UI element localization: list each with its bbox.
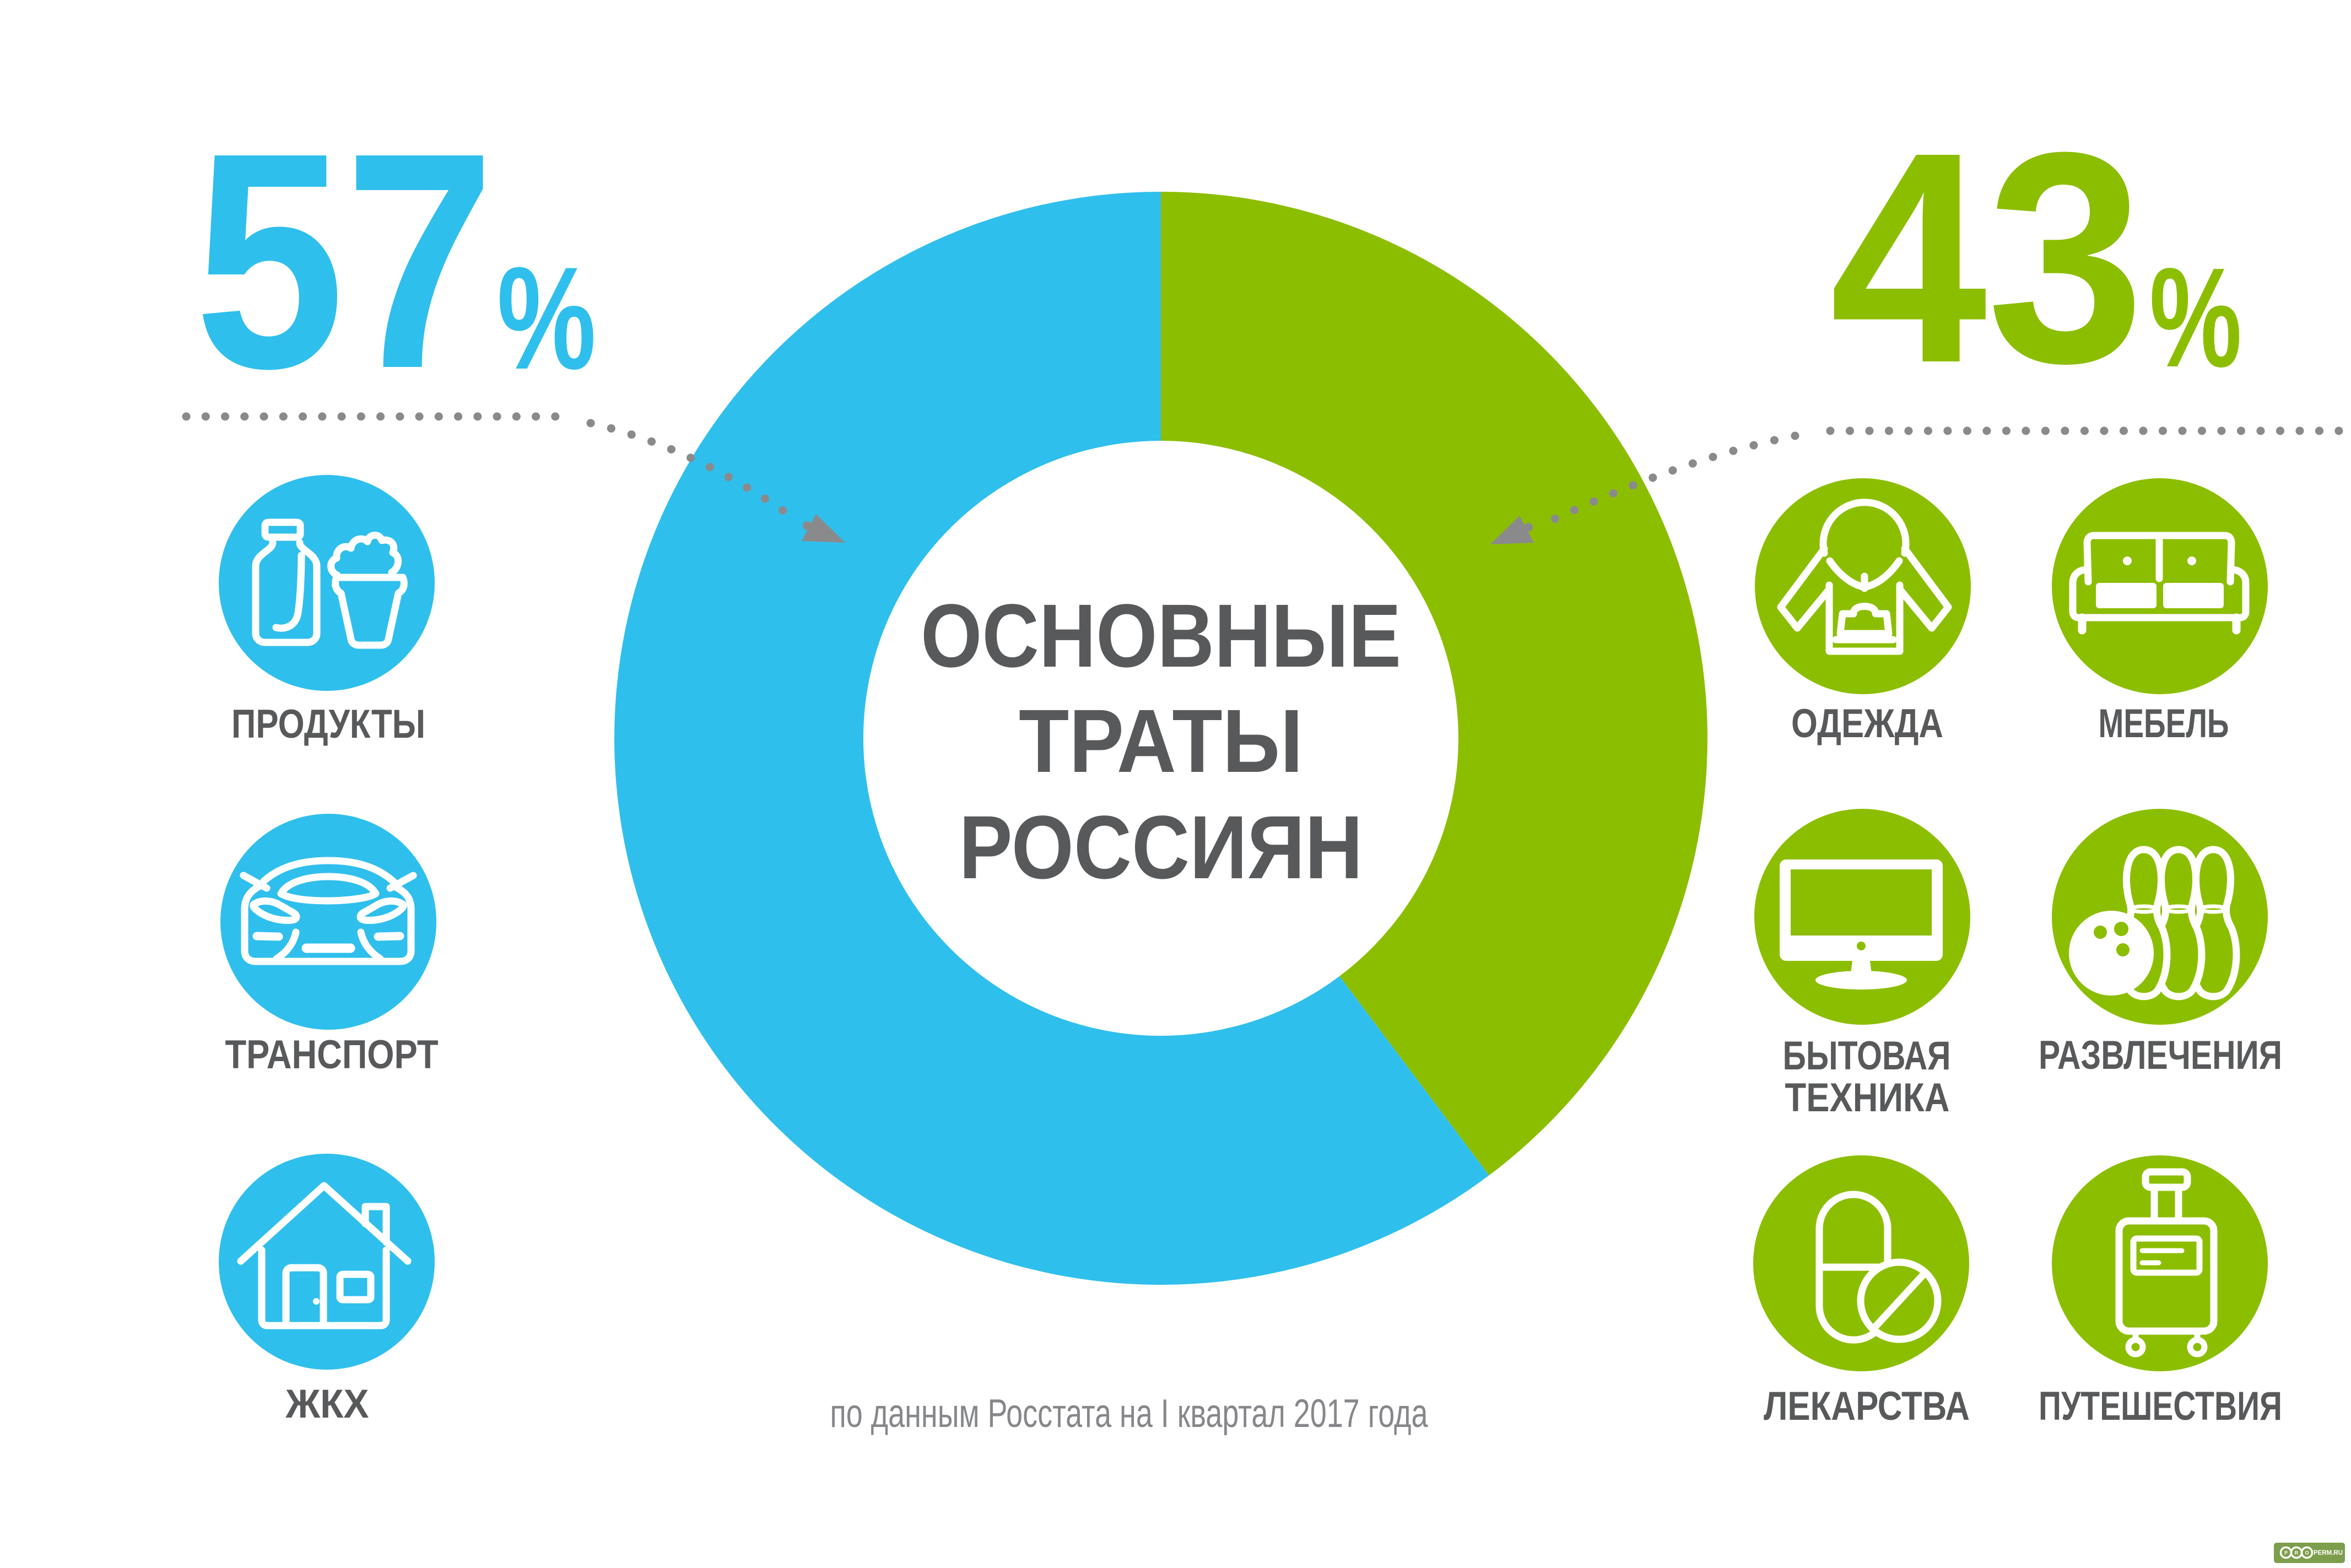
svg-text:ТЕХНИКА: ТЕХНИКА — [1785, 1075, 1950, 1120]
svg-text:%: % — [497, 237, 596, 400]
svg-text:по данным Росстата на I кварта: по данным Росстата на I квартал 2017 год… — [830, 1392, 1429, 1436]
svg-text:P: P — [2284, 1550, 2288, 1556]
svg-text:МЕБЕЛЬ: МЕБЕЛЬ — [2099, 701, 2229, 746]
svg-text:БЫТОВАЯ: БЫТОВАЯ — [1783, 1034, 1951, 1078]
svg-text:ОСНОВНЫЕ: ОСНОВНЫЕ — [921, 585, 1401, 686]
svg-text:O: O — [2305, 1550, 2309, 1556]
svg-text:43: 43 — [1830, 90, 2144, 425]
svg-text:ПРОДУКТЫ: ПРОДУКТЫ — [231, 702, 425, 747]
svg-text:R: R — [2295, 1550, 2299, 1556]
svg-text:PERM.RU: PERM.RU — [2314, 1550, 2343, 1556]
svg-text:ОДЕЖДА: ОДЕЖДА — [1791, 701, 1943, 746]
svg-text:57: 57 — [194, 89, 495, 432]
svg-text:РОССИЯН: РОССИЯН — [959, 797, 1363, 897]
svg-text:ПУТЕШЕСТВИЯ: ПУТЕШЕСТВИЯ — [2039, 1384, 2282, 1429]
svg-text:ЛЕКАРСТВА: ЛЕКАРСТВА — [1764, 1384, 1970, 1429]
svg-text:%: % — [2149, 239, 2242, 397]
svg-text:ТРАНСПОРТ: ТРАНСПОРТ — [225, 1032, 439, 1077]
svg-text:ТРАТЫ: ТРАТЫ — [1019, 690, 1303, 791]
svg-text:ЖКХ: ЖКХ — [285, 1382, 369, 1426]
svg-text:РАЗВЛЕЧЕНИЯ: РАЗВЛЕЧЕНИЯ — [2039, 1033, 2282, 1078]
